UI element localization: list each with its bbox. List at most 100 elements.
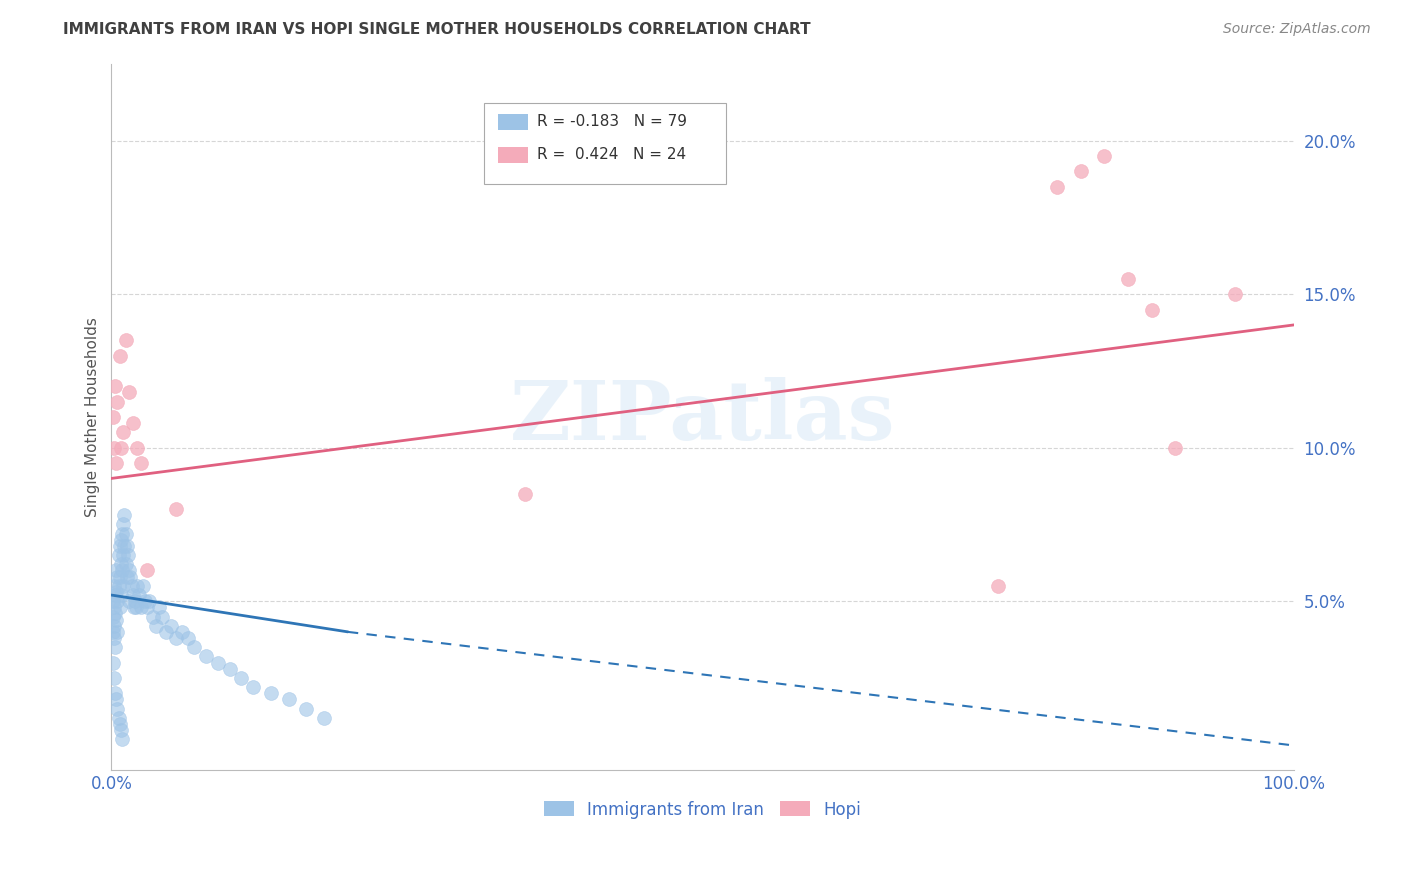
Point bbox=[127, 441, 149, 455]
Point bbox=[1094, 149, 1116, 163]
Point bbox=[103, 619, 125, 633]
Point bbox=[105, 569, 128, 583]
Point bbox=[135, 600, 157, 615]
Point bbox=[118, 385, 141, 400]
Point bbox=[115, 539, 138, 553]
Point bbox=[218, 662, 240, 676]
Text: IMMIGRANTS FROM IRAN VS HOPI SINGLE MOTHER HOUSEHOLDS CORRELATION CHART: IMMIGRANTS FROM IRAN VS HOPI SINGLE MOTH… bbox=[63, 22, 811, 37]
Point bbox=[125, 600, 148, 615]
Y-axis label: Single Mother Households: Single Mother Households bbox=[86, 317, 100, 517]
Point bbox=[112, 548, 135, 562]
Point bbox=[107, 548, 129, 562]
Point bbox=[148, 600, 170, 615]
Bar bbox=[498, 114, 527, 129]
Text: R = -0.183   N = 79: R = -0.183 N = 79 bbox=[537, 114, 688, 128]
Point bbox=[105, 456, 128, 470]
Point bbox=[103, 671, 125, 685]
Bar bbox=[498, 147, 527, 163]
Point bbox=[129, 456, 152, 470]
Point bbox=[105, 613, 128, 627]
Point bbox=[1164, 441, 1187, 455]
Point bbox=[132, 579, 155, 593]
Point bbox=[107, 579, 129, 593]
Point bbox=[105, 394, 128, 409]
Point bbox=[1223, 287, 1246, 301]
Point bbox=[107, 711, 129, 725]
Point bbox=[105, 564, 128, 578]
Point bbox=[118, 594, 141, 608]
Point bbox=[1070, 164, 1092, 178]
Text: ZIPatlas: ZIPatlas bbox=[510, 377, 896, 457]
Point bbox=[110, 441, 132, 455]
Point bbox=[142, 609, 165, 624]
Point bbox=[112, 539, 135, 553]
Point bbox=[111, 526, 134, 541]
Point bbox=[115, 569, 138, 583]
Point bbox=[103, 631, 125, 645]
Point bbox=[145, 619, 167, 633]
Point bbox=[120, 569, 142, 583]
Point bbox=[112, 517, 135, 532]
Point bbox=[987, 579, 1010, 593]
Point bbox=[295, 701, 318, 715]
Point bbox=[105, 692, 128, 706]
Point bbox=[110, 723, 132, 737]
Point bbox=[101, 624, 124, 639]
Point bbox=[108, 600, 131, 615]
Point bbox=[111, 732, 134, 747]
Point bbox=[1140, 302, 1163, 317]
Point bbox=[159, 619, 181, 633]
Point bbox=[112, 579, 135, 593]
Point bbox=[110, 558, 132, 572]
Point bbox=[108, 717, 131, 731]
Point bbox=[105, 585, 128, 599]
Point bbox=[150, 609, 173, 624]
Point bbox=[104, 640, 127, 655]
Point bbox=[155, 624, 177, 639]
Point bbox=[195, 649, 218, 664]
Point bbox=[108, 569, 131, 583]
Point bbox=[128, 588, 150, 602]
Text: R =  0.424   N = 24: R = 0.424 N = 24 bbox=[537, 147, 686, 162]
Point bbox=[103, 600, 125, 615]
Point bbox=[172, 624, 194, 639]
Point bbox=[134, 594, 156, 608]
Point bbox=[108, 539, 131, 553]
Point bbox=[114, 333, 136, 347]
Point bbox=[114, 526, 136, 541]
Legend: Immigrants from Iran, Hopi: Immigrants from Iran, Hopi bbox=[537, 794, 868, 825]
Point bbox=[277, 692, 299, 706]
Point bbox=[103, 441, 125, 455]
Text: Source: ZipAtlas.com: Source: ZipAtlas.com bbox=[1223, 22, 1371, 37]
Point bbox=[104, 607, 127, 621]
Point bbox=[121, 579, 143, 593]
Point bbox=[112, 425, 135, 440]
Point bbox=[118, 564, 141, 578]
Point bbox=[114, 558, 136, 572]
Point bbox=[129, 600, 152, 615]
Point bbox=[121, 588, 143, 602]
Point bbox=[183, 640, 205, 655]
Point bbox=[104, 588, 127, 602]
Point bbox=[110, 533, 132, 547]
Point bbox=[101, 594, 124, 608]
Point bbox=[111, 564, 134, 578]
Point bbox=[165, 502, 187, 516]
Point bbox=[104, 686, 127, 700]
Point bbox=[104, 379, 127, 393]
FancyBboxPatch shape bbox=[484, 103, 725, 184]
Point bbox=[127, 579, 149, 593]
Point bbox=[207, 656, 229, 670]
Point bbox=[135, 564, 157, 578]
Point bbox=[515, 487, 537, 501]
Point bbox=[138, 594, 160, 608]
Point bbox=[242, 680, 264, 694]
Point bbox=[105, 594, 128, 608]
Point bbox=[108, 349, 131, 363]
Point bbox=[101, 656, 124, 670]
Point bbox=[177, 631, 200, 645]
Point bbox=[105, 624, 128, 639]
Point bbox=[165, 631, 187, 645]
Point bbox=[105, 701, 128, 715]
Point bbox=[121, 416, 143, 430]
